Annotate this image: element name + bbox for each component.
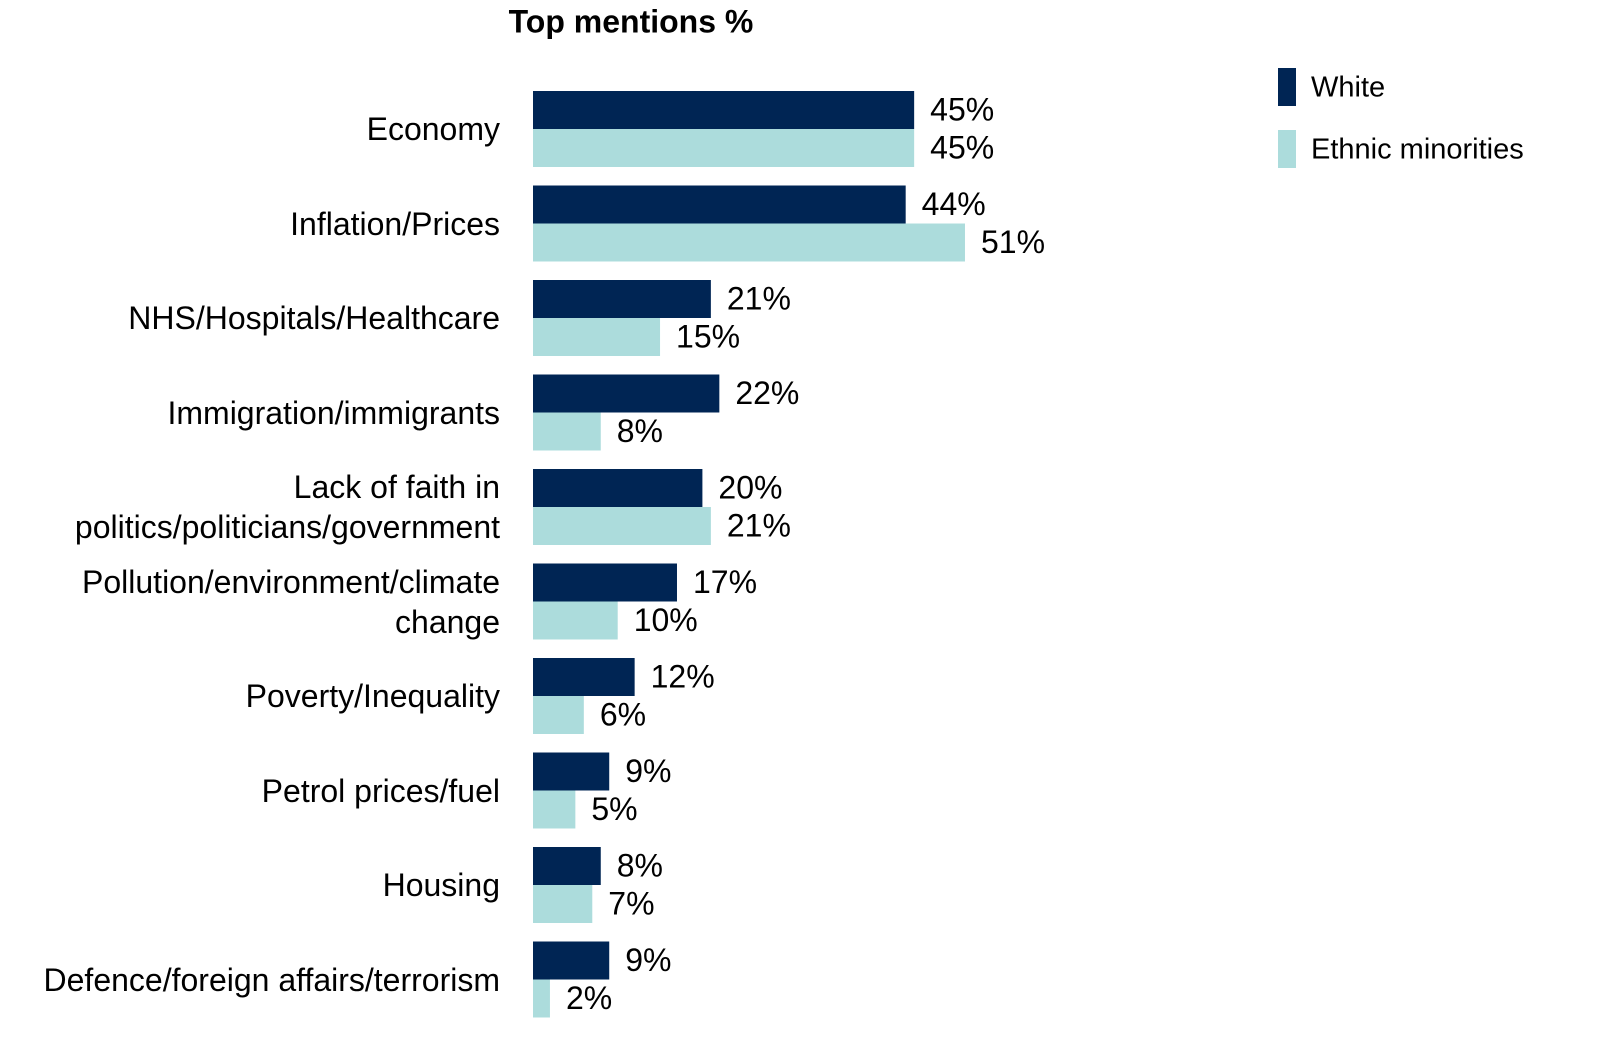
- bar: [533, 318, 661, 356]
- value-label: 21%: [727, 507, 791, 543]
- value-label: 12%: [651, 658, 715, 694]
- bar: [533, 223, 965, 262]
- category-label: Defence/foreign affairs/terrorism: [43, 961, 500, 998]
- bar: [533, 412, 601, 451]
- bar: [533, 280, 711, 318]
- legend-swatch: [1278, 130, 1296, 168]
- bar: [533, 979, 550, 1018]
- value-label: 45%: [930, 91, 994, 127]
- category-label: Economy: [366, 111, 500, 147]
- bar: [533, 696, 584, 734]
- bar: [533, 374, 720, 413]
- bar: [533, 941, 610, 980]
- bar: [533, 129, 915, 167]
- value-label: 8%: [617, 413, 663, 449]
- category-label: Immigration/immigrants: [167, 394, 500, 431]
- category-label: Housing: [382, 867, 500, 903]
- value-label: 45%: [930, 129, 994, 165]
- bar: [533, 91, 915, 129]
- category-label: Lack of faith in politics/politicians/go…: [74, 469, 500, 545]
- legend-swatch: [1278, 68, 1296, 106]
- value-label: 21%: [727, 280, 791, 316]
- category-label: Pollution/environment/climate change: [82, 563, 500, 640]
- bar: [533, 885, 593, 923]
- legend-label: White: [1311, 72, 1385, 104]
- category-label: Inflation/Prices: [290, 205, 500, 242]
- value-label: 7%: [608, 885, 654, 921]
- bar: [533, 752, 610, 791]
- bar: [533, 658, 635, 696]
- value-label: 20%: [718, 469, 782, 505]
- value-label: 22%: [735, 375, 799, 411]
- bar: [533, 469, 703, 507]
- bar: [533, 847, 601, 885]
- value-label: 6%: [600, 696, 646, 732]
- bar: [533, 601, 618, 640]
- value-label: 8%: [617, 847, 663, 883]
- category-label: Poverty/Inequality: [245, 678, 500, 714]
- bar: [533, 185, 906, 224]
- value-label: 9%: [625, 942, 671, 978]
- bar: [533, 563, 677, 602]
- legend-label: Ethnic minorities: [1311, 134, 1524, 166]
- category-label: NHS/Hospitals/Healthcare: [128, 300, 500, 336]
- value-label: 9%: [625, 753, 671, 789]
- value-label: 2%: [566, 980, 612, 1016]
- value-label: 10%: [634, 602, 698, 638]
- bar: [533, 790, 576, 829]
- chart-title: Top mentions %: [509, 3, 754, 39]
- bar: [533, 507, 711, 545]
- category-label: Petrol prices/fuel: [261, 772, 500, 809]
- value-label: 15%: [676, 318, 740, 354]
- value-label: 5%: [591, 791, 637, 827]
- value-label: 51%: [981, 224, 1045, 260]
- value-label: 44%: [922, 186, 986, 222]
- value-label: 17%: [693, 564, 757, 600]
